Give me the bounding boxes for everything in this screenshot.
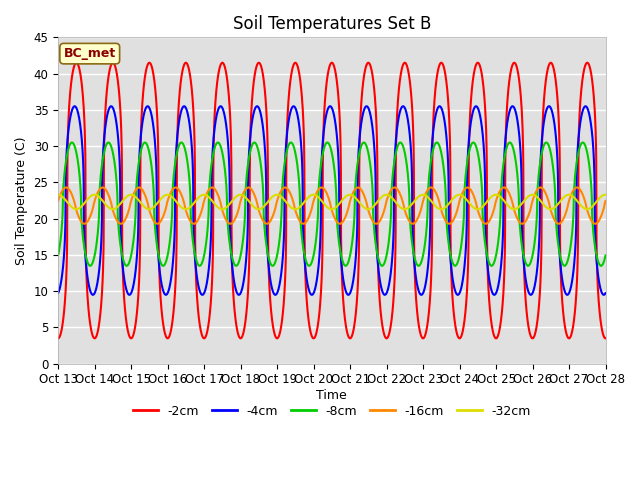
-2cm: [550, 65, 557, 71]
-32cm: [547, 206, 554, 212]
-16cm: [172, 185, 179, 191]
-2cm: [172, 282, 179, 288]
-2cm: [395, 89, 403, 95]
-2cm: [602, 336, 609, 341]
Y-axis label: Soil Temperature (C): Soil Temperature (C): [15, 136, 28, 265]
-8cm: [395, 141, 403, 146]
Line: -32cm: -32cm: [58, 195, 605, 209]
-32cm: [54, 192, 62, 198]
Line: -16cm: -16cm: [58, 188, 605, 224]
-32cm: [550, 205, 557, 211]
-32cm: [602, 192, 609, 198]
Line: -4cm: -4cm: [58, 106, 605, 295]
-8cm: [385, 233, 393, 239]
-2cm: [54, 336, 62, 341]
-4cm: [385, 280, 393, 286]
-32cm: [385, 192, 393, 198]
-8cm: [342, 263, 349, 269]
Line: -8cm: -8cm: [58, 143, 605, 266]
-4cm: [207, 233, 215, 239]
-16cm: [602, 198, 609, 204]
-16cm: [207, 185, 215, 191]
-8cm: [550, 171, 557, 177]
Title: Soil Temperatures Set B: Soil Temperatures Set B: [232, 15, 431, 33]
X-axis label: Time: Time: [316, 389, 348, 402]
-2cm: [207, 297, 215, 303]
-4cm: [550, 117, 557, 122]
-32cm: [395, 203, 403, 209]
-2cm: [602, 336, 609, 341]
-16cm: [550, 216, 557, 221]
-8cm: [207, 166, 215, 171]
Line: -2cm: -2cm: [58, 63, 605, 338]
-16cm: [263, 221, 271, 227]
-8cm: [602, 253, 609, 259]
-4cm: [395, 113, 403, 119]
-32cm: [529, 192, 536, 198]
-4cm: [602, 290, 609, 296]
-4cm: [344, 292, 352, 298]
-8cm: [602, 252, 609, 258]
-4cm: [172, 165, 179, 171]
-8cm: [54, 252, 62, 258]
-2cm: [385, 331, 393, 337]
-16cm: [602, 199, 609, 204]
Legend: -2cm, -4cm, -8cm, -16cm, -32cm: -2cm, -4cm, -8cm, -16cm, -32cm: [127, 400, 536, 423]
-2cm: [584, 60, 591, 66]
-32cm: [172, 198, 179, 204]
-4cm: [326, 103, 334, 109]
-16cm: [395, 189, 403, 195]
-16cm: [385, 191, 393, 196]
-32cm: [207, 197, 215, 203]
-16cm: [244, 185, 252, 191]
-32cm: [602, 192, 609, 198]
Text: BC_met: BC_met: [63, 47, 116, 60]
-4cm: [54, 290, 62, 296]
-8cm: [172, 159, 179, 165]
-4cm: [602, 290, 609, 296]
-16cm: [54, 198, 62, 204]
-8cm: [360, 140, 367, 145]
